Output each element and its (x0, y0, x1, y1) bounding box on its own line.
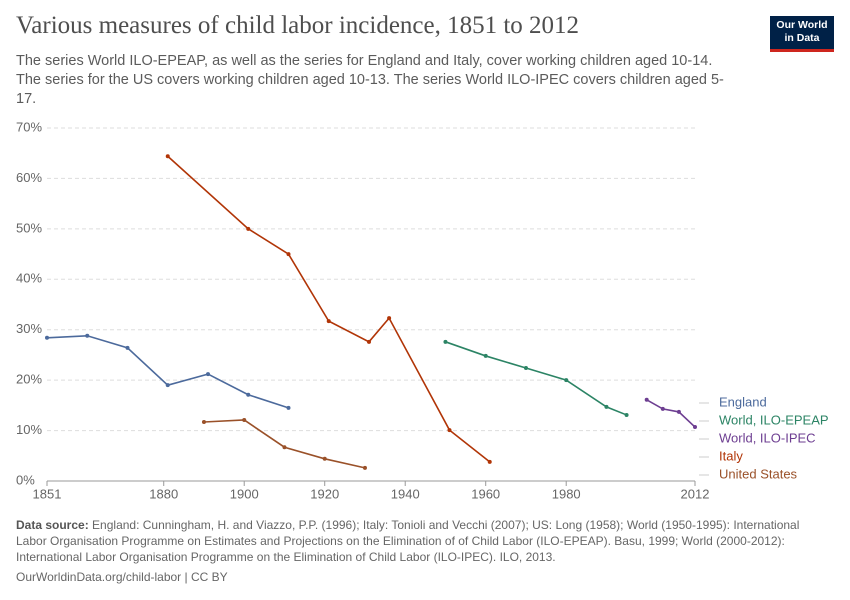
series-line (167, 155, 491, 463)
y-tick-label: 30% (16, 321, 42, 336)
data-point (362, 465, 367, 470)
data-point (644, 397, 649, 402)
series-line (445, 341, 627, 416)
x-tick-label: 1980 (552, 486, 581, 501)
data-point (693, 425, 697, 430)
legend-label: England (719, 394, 767, 409)
y-tick-label: 40% (16, 271, 42, 286)
legend-label: United States (719, 466, 798, 481)
source-text: England: Cunningham, H. and Viazzo, P.P.… (16, 518, 800, 564)
series-line (646, 399, 696, 428)
legend-label: World, ILO-EPEAP (719, 412, 829, 427)
data-point (322, 456, 327, 461)
data-point (242, 417, 247, 422)
data-point (286, 252, 291, 257)
x-tick-label: 1900 (230, 486, 259, 501)
data-point (125, 345, 130, 350)
legend-label: World, ILO-IPEC (719, 430, 816, 445)
data-point (660, 406, 665, 411)
source-label: Data source: (16, 518, 89, 532)
data-point (246, 392, 251, 397)
data-point (366, 339, 371, 344)
x-tick-label: 1880 (149, 486, 178, 501)
data-point (443, 339, 448, 344)
logo-line: Our World (776, 19, 828, 31)
y-tick-label: 0% (16, 472, 35, 487)
legend-label: Italy (719, 448, 743, 463)
data-point (387, 316, 392, 321)
x-tick-label: 1920 (310, 486, 339, 501)
data-point (165, 154, 170, 159)
data-point (85, 333, 90, 338)
data-point (165, 383, 170, 388)
data-point (205, 372, 210, 377)
data-point (676, 409, 681, 414)
chart-subtitle: The series World ILO-EPEAP, as well as t… (16, 53, 724, 107)
y-tick-label: 10% (16, 422, 42, 437)
data-point (45, 335, 49, 340)
series-line (46, 334, 289, 409)
logo[interactable]: Our World in Data (770, 16, 834, 52)
footer[interactable]: OurWorldinData.org/child-labor | CC BY (16, 570, 228, 584)
series-line (203, 419, 366, 469)
data-point (201, 419, 206, 424)
data-point (483, 353, 488, 358)
y-tick-label: 50% (16, 220, 42, 235)
data-point (447, 428, 452, 433)
y-tick-label: 70% (16, 119, 42, 134)
data-point (564, 378, 569, 383)
data-point (326, 319, 331, 324)
y-tick-label: 60% (16, 170, 42, 185)
y-tick-label: 20% (16, 372, 42, 387)
data-point (604, 404, 609, 409)
x-tick-label: 1851 (33, 486, 62, 501)
data-point (624, 412, 629, 417)
chart-title: Various measures of child labor incidenc… (16, 12, 580, 39)
x-tick-label: 1960 (471, 486, 500, 501)
source-note: Data source: England: Cunningham, H. and… (16, 517, 806, 565)
data-point (487, 459, 492, 464)
data-point (246, 226, 251, 231)
data-point (523, 366, 528, 371)
data-point (286, 405, 291, 410)
x-tick-label: 1940 (391, 486, 420, 501)
data-point (282, 445, 287, 450)
x-tick-label: 2012 (681, 486, 710, 501)
logo-line: in Data (784, 32, 820, 44)
